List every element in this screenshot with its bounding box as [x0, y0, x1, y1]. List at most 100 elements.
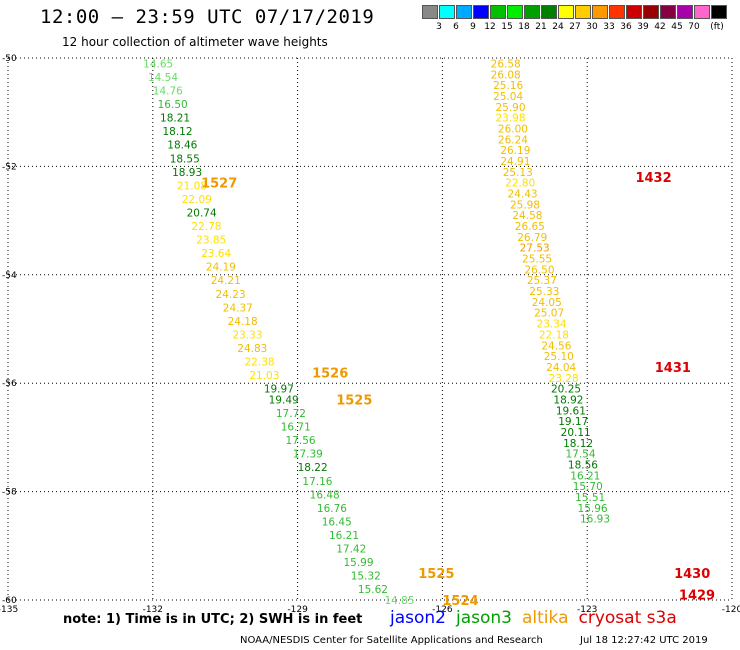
wave-height-value: 23.85 — [196, 235, 226, 247]
wave-height-value: 16.93 — [580, 514, 610, 526]
pass-labels: 1527 1526 1525 1525 1524 1432 1431 1430 1429 — [201, 171, 715, 609]
wave-height-value: 26.08 — [491, 69, 521, 81]
wave-height-value: 24.43 — [508, 189, 538, 201]
wave-height-value: 24.05 — [532, 297, 562, 309]
legend-entry: cryosat s3a — [578, 608, 677, 628]
pass-number-label: 1525 — [336, 393, 372, 408]
wave-height-value: 16.48 — [310, 489, 340, 501]
pass-number-label: 1526 — [312, 366, 348, 381]
timestamp: Jul 18 12:27:42 UTC 2019 — [580, 635, 708, 646]
wave-height-value: 14.76 — [153, 86, 183, 98]
wave-height-value: 24.23 — [216, 289, 246, 301]
colorbar-swatch — [626, 5, 642, 19]
colorbar-swatch — [456, 5, 472, 19]
wave-height-value: 18.21 — [160, 113, 190, 125]
wave-height-value: 18.12 — [563, 438, 593, 450]
wave-height-value: 26.58 — [491, 58, 521, 70]
wave-height-value: 22.78 — [191, 221, 221, 233]
wave-height-value: 15.96 — [578, 503, 608, 515]
x-tick-label: -135 — [0, 605, 18, 615]
wave-height-value: 26.65 — [515, 221, 545, 233]
wave-height-value: 16.71 — [281, 422, 311, 434]
wave-height-value: 18.55 — [170, 153, 200, 165]
wave-height-value: 23.98 — [495, 113, 525, 125]
wave-height-value: 24.83 — [237, 343, 267, 355]
wave-height-value: 22.38 — [245, 357, 275, 369]
colorbar-label: 3 — [436, 22, 442, 32]
colorbar-label: 30 — [586, 22, 598, 32]
wave-height-value: 25.07 — [534, 308, 564, 320]
colorbar-label: 9 — [470, 22, 476, 32]
wave-height-value: 24.37 — [223, 302, 253, 314]
colorbar-swatch — [609, 5, 625, 19]
wave-height-value: 14.54 — [148, 72, 178, 84]
y-tick-label: -58 — [2, 488, 17, 498]
wave-height-value: 19.61 — [556, 405, 586, 417]
colorbar-label: 12 — [484, 22, 496, 32]
colorbar-label: 42 — [654, 22, 666, 32]
wave-height-value: 24.58 — [512, 210, 542, 222]
y-tick-label: -52 — [2, 162, 17, 172]
wave-height-value: 25.10 — [544, 351, 574, 363]
wave-height-value: 27.53 — [520, 243, 550, 255]
pass-number-label: 1524 — [442, 594, 478, 609]
colorbar-swatch — [473, 5, 489, 19]
satellite-legend: jason2 jason3 altika cryosat s3a — [390, 608, 687, 628]
colorbar-swatch — [592, 5, 608, 19]
page-title: 12:00 — 23:59 UTC 07/17/2019 — [40, 6, 375, 28]
colorbar-swatch — [439, 5, 455, 19]
colorbar-label: 33 — [603, 22, 615, 32]
wave-height-value: 18.56 — [568, 460, 598, 472]
wave-height-value: 24.18 — [228, 316, 258, 328]
wave-height-value: 26.79 — [517, 232, 547, 244]
wave-height-value: 15.70 — [573, 481, 603, 493]
wave-height-value: 25.37 — [527, 275, 557, 287]
pass-number-label: 1431 — [655, 361, 691, 376]
y-tick-label: -54 — [2, 271, 17, 281]
colorbar-swatch — [677, 5, 693, 19]
y-tick-label: -56 — [2, 379, 17, 389]
colorbar-swatch — [575, 5, 591, 19]
wave-height-value: 16.50 — [158, 99, 188, 111]
wave-height-value: 17.54 — [565, 449, 595, 461]
wave-height-value: 24.21 — [211, 275, 241, 287]
wave-height-value: 18.46 — [167, 140, 197, 152]
colorbar-swatch — [490, 5, 506, 19]
wave-height-value: 19.97 — [264, 384, 294, 396]
pass-number-label: 1430 — [674, 567, 710, 582]
wave-height-value: 19.17 — [558, 416, 588, 428]
wave-height-value: 23.34 — [537, 319, 567, 331]
x-tick-label: -126 — [432, 605, 453, 615]
wave-height-value: 15.99 — [343, 557, 373, 569]
wave-height-value: 15.51 — [575, 492, 605, 504]
wave-height-value: 25.98 — [510, 199, 540, 211]
wave-height-value: 14.85 — [384, 595, 414, 607]
pass-number-label: 1429 — [679, 589, 715, 604]
wave-height-value: 17.42 — [336, 544, 366, 556]
wave-height-value: 22.18 — [539, 329, 569, 341]
y-tick-label: -50 — [2, 54, 17, 64]
wave-height-value: 25.04 — [493, 91, 523, 103]
colorbar-label: 21 — [535, 22, 547, 32]
wave-height-value: 24.19 — [206, 262, 236, 274]
colorbar-label: 24 — [552, 22, 564, 32]
legend-entry: altika — [522, 608, 569, 628]
colorbar-unit: (ft) — [710, 22, 724, 32]
wave-height-value: 15.32 — [351, 571, 381, 583]
colorbar-label: 27 — [569, 22, 581, 32]
wave-height-value: 25.16 — [493, 80, 523, 92]
wave-height-value: 20.11 — [561, 427, 591, 439]
colorbar-swatch — [558, 5, 574, 19]
axis-ticks: -135 -132 -129 -126 -123 -120 -50 -52 -54 -56 -58 -… — [0, 54, 740, 615]
wave-height-value: 18.22 — [298, 462, 328, 474]
wave-height-value: 16.21 — [329, 530, 359, 542]
colorbar-label: 6 — [453, 22, 459, 32]
colorbar-label: 36 — [620, 22, 632, 32]
wave-height-value: 23.33 — [232, 329, 262, 341]
wave-height-value: 17.39 — [293, 449, 323, 461]
wave-height-value: 17.56 — [286, 435, 316, 447]
colorbar-label: 39 — [637, 22, 649, 32]
footer-note: note: 1) Time is in UTC; 2) SWH is in fe… — [63, 612, 363, 627]
colorbar-swatch — [507, 5, 523, 19]
